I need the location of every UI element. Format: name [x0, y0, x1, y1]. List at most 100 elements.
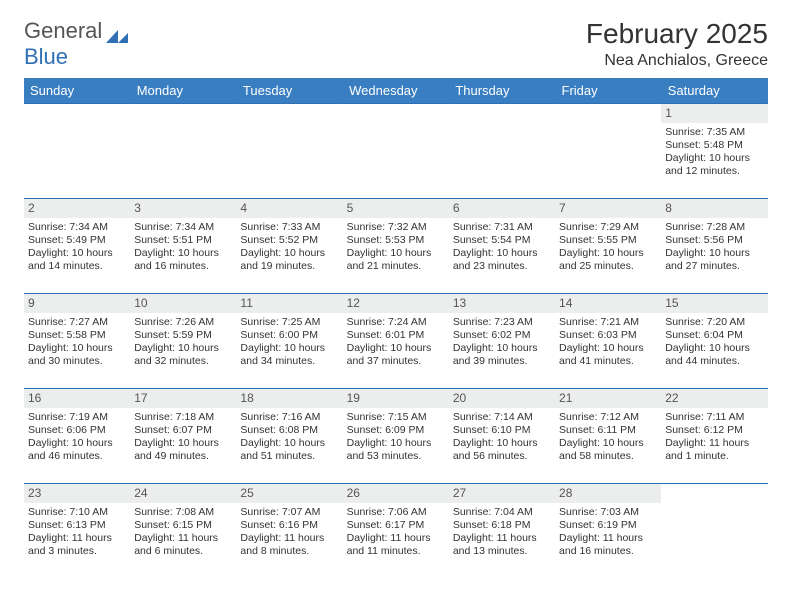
sunset-line: Sunset: 6:19 PM: [559, 519, 657, 532]
calendar-cell: 20Sunrise: 7:14 AMSunset: 6:10 PMDayligh…: [449, 389, 555, 484]
day-number: 14: [555, 294, 661, 313]
sunrise-line: Sunrise: 7:03 AM: [559, 506, 657, 519]
weekday-header: Wednesday: [343, 78, 449, 104]
calendar-cell: 27Sunrise: 7:04 AMSunset: 6:18 PMDayligh…: [449, 484, 555, 579]
sunset-line: Sunset: 5:59 PM: [134, 329, 232, 342]
calendar-cell: 3Sunrise: 7:34 AMSunset: 5:51 PMDaylight…: [130, 199, 236, 294]
calendar-row: 23Sunrise: 7:10 AMSunset: 6:13 PMDayligh…: [24, 484, 768, 579]
sunset-line: Sunset: 6:04 PM: [665, 329, 763, 342]
daylight-line: Daylight: 10 hours and 44 minutes.: [665, 342, 763, 368]
sunset-line: Sunset: 6:08 PM: [240, 424, 338, 437]
sunrise-line: Sunrise: 7:18 AM: [134, 411, 232, 424]
location: Nea Anchialos, Greece: [586, 52, 768, 70]
calendar-cell: .: [236, 104, 342, 199]
calendar-cell: .: [130, 104, 236, 199]
daylight-line: Daylight: 10 hours and 14 minutes.: [28, 247, 126, 273]
calendar-cell: 2Sunrise: 7:34 AMSunset: 5:49 PMDaylight…: [24, 199, 130, 294]
calendar-cell: .: [343, 104, 449, 199]
sunrise-line: Sunrise: 7:27 AM: [28, 316, 126, 329]
daylight-line: Daylight: 10 hours and 16 minutes.: [134, 247, 232, 273]
daylight-line: Daylight: 10 hours and 12 minutes.: [665, 152, 763, 178]
sunrise-line: Sunrise: 7:07 AM: [240, 506, 338, 519]
sunrise-line: Sunrise: 7:14 AM: [453, 411, 551, 424]
calendar-cell: 11Sunrise: 7:25 AMSunset: 6:00 PMDayligh…: [236, 294, 342, 389]
daylight-line: Daylight: 10 hours and 41 minutes.: [559, 342, 657, 368]
daylight-line: Daylight: 11 hours and 8 minutes.: [240, 532, 338, 558]
calendar-cell: 22Sunrise: 7:11 AMSunset: 6:12 PMDayligh…: [661, 389, 767, 484]
daylight-line: Daylight: 11 hours and 1 minute.: [665, 437, 763, 463]
day-number: 5: [343, 199, 449, 218]
day-number: 8: [661, 199, 767, 218]
sunset-line: Sunset: 6:02 PM: [453, 329, 551, 342]
calendar-cell: 10Sunrise: 7:26 AMSunset: 5:59 PMDayligh…: [130, 294, 236, 389]
calendar-cell: 23Sunrise: 7:10 AMSunset: 6:13 PMDayligh…: [24, 484, 130, 579]
daylight-line: Daylight: 11 hours and 13 minutes.: [453, 532, 551, 558]
sunrise-line: Sunrise: 7:26 AM: [134, 316, 232, 329]
title-block: February 2025 Nea Anchialos, Greece: [586, 18, 768, 70]
sunset-line: Sunset: 6:15 PM: [134, 519, 232, 532]
day-number: 19: [343, 389, 449, 408]
sunset-line: Sunset: 5:58 PM: [28, 329, 126, 342]
sunset-line: Sunset: 6:16 PM: [240, 519, 338, 532]
sunset-line: Sunset: 6:03 PM: [559, 329, 657, 342]
calendar-cell: 9 Sunrise: 7:27 AMSunset: 5:58 PMDaylight…: [24, 294, 130, 389]
sunset-line: Sunset: 5:55 PM: [559, 234, 657, 247]
sunrise-line: Sunrise: 7:12 AM: [559, 411, 657, 424]
daylight-line: Daylight: 10 hours and 51 minutes.: [240, 437, 338, 463]
calendar-cell: 13 Sunrise: 7:23 AMSunset: 6:02 PMDayligh…: [449, 294, 555, 389]
day-number: 17: [130, 389, 236, 408]
day-number: 10: [130, 294, 236, 313]
day-number: 1: [661, 104, 767, 123]
sunset-line: Sunset: 5:49 PM: [28, 234, 126, 247]
day-number: 9: [24, 294, 130, 313]
daylight-line: Daylight: 11 hours and 3 minutes.: [28, 532, 126, 558]
day-number: 20: [449, 389, 555, 408]
weekday-row: SundayMondayTuesdayWednesdayThursdayFrid…: [24, 78, 768, 104]
calendar-cell: 19Sunrise: 7:15 AMSunset: 6:09 PMDayligh…: [343, 389, 449, 484]
sunset-line: Sunset: 6:00 PM: [240, 329, 338, 342]
day-number: 3: [130, 199, 236, 218]
calendar-cell: 17Sunrise: 7:18 AMSunset: 6:07 PMDayligh…: [130, 389, 236, 484]
sunrise-line: Sunrise: 7:29 AM: [559, 221, 657, 234]
sunset-line: Sunset: 6:09 PM: [347, 424, 445, 437]
sunrise-line: Sunrise: 7:34 AM: [134, 221, 232, 234]
daylight-line: Daylight: 10 hours and 23 minutes.: [453, 247, 551, 273]
calendar-cell: 12Sunrise: 7:24 AMSunset: 6:01 PMDayligh…: [343, 294, 449, 389]
calendar-row: 2Sunrise: 7:34 AMSunset: 5:49 PMDaylight…: [24, 199, 768, 294]
calendar-cell: 28Sunrise: 7:03 AMSunset: 6:19 PMDayligh…: [555, 484, 661, 579]
sunrise-line: Sunrise: 7:32 AM: [347, 221, 445, 234]
sunset-line: Sunset: 5:48 PM: [665, 139, 763, 152]
calendar-cell: .: [555, 104, 661, 199]
sunset-line: Sunset: 6:18 PM: [453, 519, 551, 532]
day-number: 13: [449, 294, 555, 313]
sunrise-line: Sunrise: 7:15 AM: [347, 411, 445, 424]
daylight-line: Daylight: 10 hours and 19 minutes.: [240, 247, 338, 273]
calendar-row: 16Sunrise: 7:19 AMSunset: 6:06 PMDayligh…: [24, 389, 768, 484]
calendar-cell: 7Sunrise: 7:29 AMSunset: 5:55 PMDaylight…: [555, 199, 661, 294]
sunrise-line: Sunrise: 7:23 AM: [453, 316, 551, 329]
month-title: February 2025: [586, 18, 768, 50]
day-number: 15: [661, 294, 767, 313]
calendar-cell: 16Sunrise: 7:19 AMSunset: 6:06 PMDayligh…: [24, 389, 130, 484]
sunrise-line: Sunrise: 7:25 AM: [240, 316, 338, 329]
sunrise-line: Sunrise: 7:34 AM: [28, 221, 126, 234]
calendar-cell: 21Sunrise: 7:12 AMSunset: 6:11 PMDayligh…: [555, 389, 661, 484]
sunset-line: Sunset: 6:07 PM: [134, 424, 232, 437]
calendar-cell: 14Sunrise: 7:21 AMSunset: 6:03 PMDayligh…: [555, 294, 661, 389]
calendar-table: SundayMondayTuesdayWednesdayThursdayFrid…: [24, 78, 768, 578]
calendar-cell: 15 Sunrise: 7:20 AMSunset: 6:04 PMDayligh…: [661, 294, 767, 389]
sunset-line: Sunset: 6:17 PM: [347, 519, 445, 532]
sunrise-line: Sunrise: 7:31 AM: [453, 221, 551, 234]
sunset-line: Sunset: 6:01 PM: [347, 329, 445, 342]
calendar-cell: 24Sunrise: 7:08 AMSunset: 6:15 PMDayligh…: [130, 484, 236, 579]
calendar-cell: 18Sunrise: 7:16 AMSunset: 6:08 PMDayligh…: [236, 389, 342, 484]
daylight-line: Daylight: 10 hours and 58 minutes.: [559, 437, 657, 463]
daylight-line: Daylight: 10 hours and 39 minutes.: [453, 342, 551, 368]
daylight-line: Daylight: 10 hours and 30 minutes.: [28, 342, 126, 368]
calendar-row: ......1Sunrise: 7:35 AMSunset: 5:48 PMDa…: [24, 104, 768, 199]
sunrise-line: Sunrise: 7:20 AM: [665, 316, 763, 329]
daylight-line: Daylight: 10 hours and 25 minutes.: [559, 247, 657, 273]
daylight-line: Daylight: 11 hours and 16 minutes.: [559, 532, 657, 558]
calendar-row: 9Sunrise: 7:27 AMSunset: 5:58 PMDaylight…: [24, 294, 768, 389]
weekday-header: Saturday: [661, 78, 767, 104]
